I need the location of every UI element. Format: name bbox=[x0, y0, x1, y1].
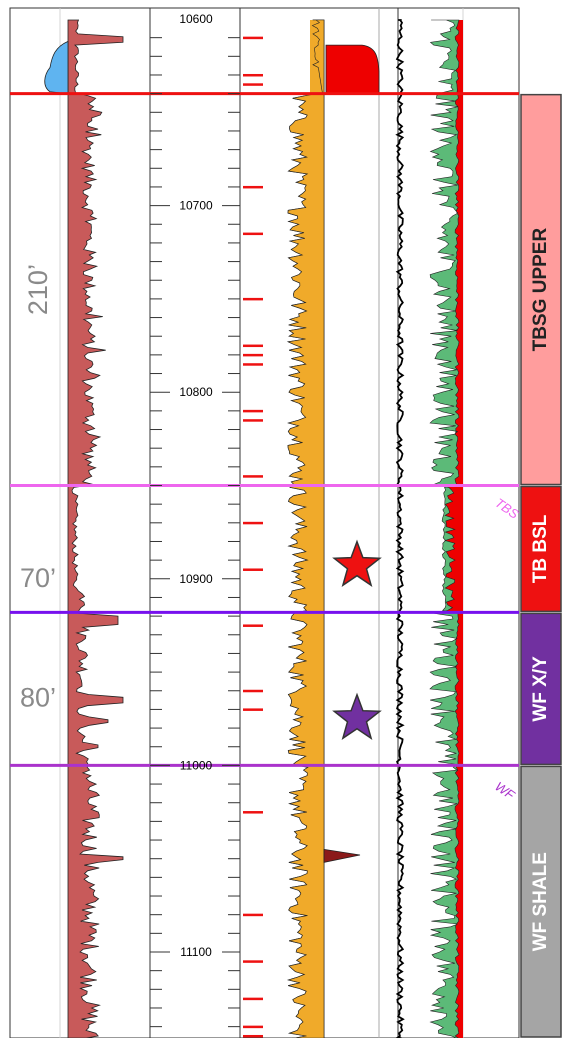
red-marker bbox=[243, 185, 263, 189]
red-marker bbox=[243, 1034, 263, 1038]
zone-box bbox=[520, 93, 562, 486]
depth-track: 10600 10700 10800 10900 11000 11100 bbox=[150, 12, 240, 1028]
thickness-label: 210’ bbox=[23, 264, 53, 315]
red-marker bbox=[243, 344, 263, 348]
log-frame bbox=[9, 7, 520, 1038]
purple-star bbox=[332, 692, 382, 740]
red-marker bbox=[243, 232, 263, 236]
zone-label: TBSG UPPER bbox=[530, 228, 551, 352]
top-tag: TBS bbox=[492, 495, 522, 522]
red-marker bbox=[243, 689, 263, 693]
zone-box bbox=[520, 485, 562, 613]
red-marker bbox=[243, 960, 263, 963]
red-marker bbox=[243, 521, 263, 525]
depth-label: 10700 bbox=[179, 199, 213, 213]
red-marker bbox=[243, 475, 263, 478]
zone-label: WF X/Y bbox=[530, 656, 551, 722]
red-marker bbox=[243, 624, 263, 627]
red-marker bbox=[243, 409, 263, 413]
top-tag: WF bbox=[492, 779, 518, 803]
red-marker bbox=[243, 353, 263, 357]
red-marker bbox=[243, 568, 263, 571]
red-marker bbox=[243, 73, 263, 77]
thickness-label: 80’ bbox=[20, 682, 56, 712]
red-marker bbox=[243, 811, 263, 814]
gamma-ray-curve bbox=[67, 19, 124, 1038]
red-star bbox=[332, 539, 382, 587]
thickness-label: 70’ bbox=[20, 563, 56, 593]
formation-tops bbox=[10, 92, 519, 767]
red-marker bbox=[243, 83, 263, 86]
orange-curve-fill bbox=[287, 19, 325, 1038]
red-marker bbox=[243, 997, 263, 1001]
zone-box bbox=[520, 765, 562, 1038]
red-marker bbox=[243, 708, 263, 711]
zone-label: TB BSL bbox=[530, 514, 551, 583]
red-marker bbox=[243, 36, 263, 40]
red-marker bbox=[243, 297, 263, 301]
sp-curve-lobe bbox=[44, 40, 69, 95]
depth-label: 11100 bbox=[180, 945, 212, 959]
zone-box bbox=[520, 612, 562, 766]
green-curve-fill bbox=[429, 19, 460, 1038]
depth-label: 10900 bbox=[179, 572, 213, 586]
red-marker bbox=[243, 363, 263, 366]
zone-label: WF SHALE bbox=[530, 852, 551, 951]
annotation-labels: 210’ 70’ 80’ TBS WF bbox=[20, 264, 522, 803]
depth-label: 11000 bbox=[180, 758, 213, 772]
red-marker bbox=[243, 913, 263, 917]
log-curves bbox=[44, 19, 463, 1038]
depth-label: 10600 bbox=[179, 12, 213, 26]
red-marker bbox=[243, 419, 263, 422]
depth-label: 10800 bbox=[179, 385, 213, 399]
spike-curve bbox=[323, 848, 361, 863]
resistivity-curve bbox=[395, 19, 405, 1038]
zone-column: TBSG UPPER TB BSL WF X/Y WF SHALE bbox=[520, 93, 562, 1038]
red-block bbox=[325, 44, 380, 95]
red-marker bbox=[243, 1025, 263, 1029]
